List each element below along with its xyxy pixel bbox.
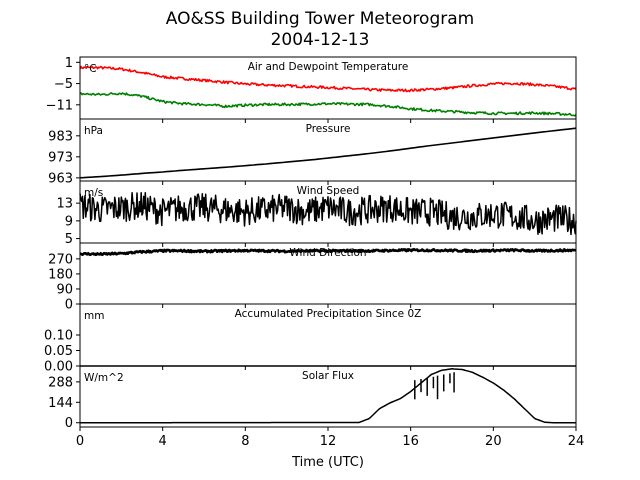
y-tick-label: 13: [56, 197, 73, 212]
series-line-1: [79, 247, 577, 257]
panel-2: 983 973 963 Pressure hPa: [48, 118, 577, 186]
panel-1: 1 −5 −11 Air and Dewpoint Temperature °C: [46, 56, 577, 123]
panel-5: 0.100.050.00 Accumulated Precipitation Si…: [44, 303, 577, 375]
figure-subtitle: 2004-12-13: [271, 30, 370, 50]
panel-title: Wind Speed: [297, 185, 360, 197]
x-tick-label: 12: [320, 434, 337, 449]
y-tick-label: 0: [65, 298, 73, 313]
y-tick-label: 983: [48, 129, 73, 144]
panel-title: Air and Dewpoint Temperature: [248, 61, 409, 73]
panel-6: 288 144 0 Solar Flux W/m^2 0 4 8 12 16 20 24 Time (U…: [48, 365, 585, 470]
y-tick-label: 0.05: [44, 344, 73, 359]
y-tick-label: 0: [65, 416, 73, 431]
y-tick-label: 90: [56, 282, 73, 297]
panel-title: Wind Direction: [289, 247, 366, 259]
y-tick-label: 144: [48, 396, 73, 411]
series-line-2: [79, 92, 577, 117]
y-tick-label: 0.10: [44, 329, 73, 344]
y-tick-label: 5: [65, 232, 73, 247]
panel-title: Pressure: [306, 123, 351, 135]
series-line-1: [79, 191, 577, 236]
panel-unit: mm: [84, 310, 104, 322]
y-tick-label: 963: [48, 171, 73, 186]
x-tick-label: 8: [241, 434, 249, 449]
panel-unit: W/m^2: [84, 372, 124, 384]
series-line-1: [79, 127, 577, 179]
figure-title: AO&SS Building Tower Meteorogram: [166, 9, 474, 29]
panel-title: Solar Flux: [302, 370, 354, 382]
x-axis-label: Time (UTC): [291, 455, 364, 470]
x-tick-label: 20: [485, 434, 502, 449]
series-line-1: [80, 368, 576, 424]
y-tick-label: 973: [48, 150, 73, 165]
y-tick-label: −11: [46, 98, 73, 113]
y-tick-label: 9: [65, 214, 73, 229]
y-tick-label: 180: [48, 267, 73, 282]
panel-unit: °C: [84, 63, 97, 75]
panel-unit: m/s: [84, 187, 103, 199]
y-tick-label: 0.00: [44, 360, 73, 375]
x-tick-label: 4: [159, 434, 167, 449]
x-tick-label: 24: [568, 434, 585, 449]
x-tick-label: 0: [76, 434, 84, 449]
y-tick-label: 288: [48, 375, 73, 390]
x-tick-label: 16: [402, 434, 419, 449]
panel-unit: hPa: [84, 125, 103, 137]
y-tick-label: −5: [54, 77, 73, 92]
y-tick-label: 1: [65, 56, 73, 71]
panel-3: 13 9 5 Wind Speed m/s: [56, 180, 577, 247]
y-tick-label: 270: [48, 252, 73, 267]
series-line-1: [79, 65, 577, 93]
panel-title: Accumulated Precipitation Since 0Z: [235, 308, 422, 320]
